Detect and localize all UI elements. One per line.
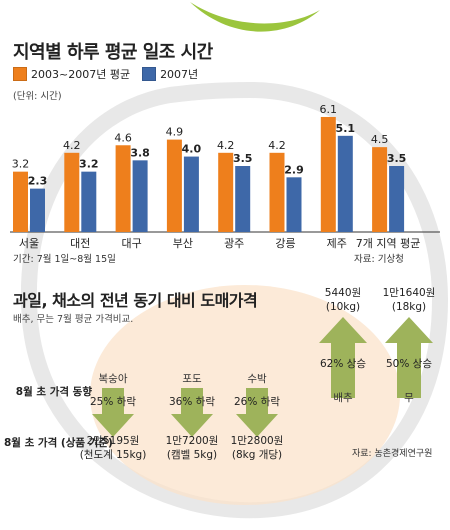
item-change-label: 25% 하락 bbox=[90, 396, 136, 408]
source-note: 자료: 기상청 bbox=[354, 254, 404, 265]
item-price: 1만1640원 bbox=[382, 287, 436, 299]
arrow-down-icon bbox=[92, 388, 134, 437]
item-name: 포도 bbox=[182, 373, 202, 385]
bar-value-label: 3.2 bbox=[79, 158, 99, 171]
bar-2007 bbox=[81, 171, 97, 232]
item-unit: (18kg) bbox=[391, 301, 427, 313]
bar-value-label: 3.2 bbox=[12, 158, 30, 171]
bar-value-label: 4.9 bbox=[166, 126, 184, 139]
legend-swatch-2007 bbox=[142, 67, 157, 81]
item-name: 무 bbox=[404, 392, 414, 404]
arrow-up-icon bbox=[319, 317, 367, 398]
price-section-subtitle: 배추, 무는 7월 평균 가격비교. bbox=[13, 314, 134, 325]
arrow-down-icon bbox=[236, 388, 278, 437]
chart-title: 지역별 하루 평균 일조 시간 bbox=[13, 42, 213, 63]
bar-2007 bbox=[235, 166, 251, 232]
bar-value-label: 4.2 bbox=[268, 139, 286, 152]
bar-average bbox=[269, 152, 285, 232]
bar-average bbox=[166, 139, 182, 232]
item-unit: (8kg 개당) bbox=[231, 449, 283, 461]
peach-outline bbox=[20, 81, 449, 519]
bar-value-label: 5.1 bbox=[336, 122, 356, 135]
x-tick-label: 제주 bbox=[327, 237, 347, 250]
item-name: 배추 bbox=[333, 392, 353, 404]
item-price: 2만5195원 bbox=[86, 435, 140, 447]
item-change-label: 26% 하락 bbox=[234, 396, 280, 408]
item-price: 1만2800원 bbox=[230, 435, 284, 447]
item-change-label: 36% 하락 bbox=[169, 396, 215, 408]
bar-value-label: 4.6 bbox=[114, 131, 132, 144]
legend-swatch-average bbox=[13, 67, 27, 81]
bar-value-label: 3.5 bbox=[387, 152, 407, 165]
item-unit: (10kg) bbox=[325, 301, 361, 313]
bar-2007 bbox=[389, 166, 405, 232]
bar-average bbox=[115, 145, 131, 232]
unit-label: (단위: 시간) bbox=[13, 91, 62, 102]
bar-value-label: 4.0 bbox=[182, 143, 202, 156]
price-section-title: 과일, 채소의 전년 동기 대비 도매가격 bbox=[13, 291, 258, 310]
item-change-label: 50% 상승 bbox=[386, 358, 432, 370]
leaf-icon bbox=[190, 2, 320, 32]
bar-value-label: 3.5 bbox=[233, 152, 253, 165]
bar-average bbox=[372, 147, 388, 232]
item-unit: (천도계 15kg) bbox=[79, 449, 147, 461]
x-tick-label: 7개 지역 평균 bbox=[356, 237, 421, 250]
x-tick-label: 대전 bbox=[70, 237, 90, 250]
item-change-label: 62% 상승 bbox=[320, 358, 366, 370]
bar-2007 bbox=[183, 156, 199, 232]
bar-2007 bbox=[337, 135, 353, 232]
x-tick-label: 서울 bbox=[19, 237, 39, 250]
price-change-arrows bbox=[92, 317, 433, 437]
item-price: 1만7200원 bbox=[165, 435, 219, 447]
x-tick-label: 광주 bbox=[224, 237, 244, 250]
bar-average bbox=[218, 152, 234, 232]
bar-2007 bbox=[30, 188, 45, 232]
bar-value-label: 2.3 bbox=[28, 175, 48, 188]
bar-value-label: 4.2 bbox=[63, 139, 81, 152]
bar-value-label: 3.8 bbox=[130, 146, 150, 159]
x-tick-label: 강릉 bbox=[275, 237, 295, 250]
bar-2007 bbox=[132, 160, 148, 232]
item-name: 수박 bbox=[247, 373, 267, 385]
row-label-trend: 8월 초 가격 동향 bbox=[15, 386, 92, 398]
price-source-note: 자료: 농촌경제연구원 bbox=[352, 449, 433, 459]
item-name: 복숭아 bbox=[98, 373, 128, 385]
arrow-down-icon bbox=[171, 388, 213, 437]
legend-label-2007: 2007년 bbox=[160, 68, 199, 81]
legend-label-average: 2003~2007년 평균 bbox=[31, 68, 131, 81]
bar-average bbox=[320, 116, 336, 232]
item-unit: (캠벨 5kg) bbox=[166, 449, 218, 461]
bar-value-label: 6.1 bbox=[320, 103, 338, 116]
item-price: 5440원 bbox=[324, 287, 362, 299]
bar-value-label: 4.2 bbox=[217, 139, 235, 152]
bar-average bbox=[13, 171, 28, 232]
bar-value-label: 4.5 bbox=[371, 133, 389, 146]
x-tick-label: 부산 bbox=[173, 237, 193, 250]
bar-2007 bbox=[286, 177, 302, 232]
sunshine-bar-chart: 3.22.3서울4.23.2대전4.63.8대구4.94.0부산4.23.5광주… bbox=[10, 103, 440, 250]
bar-value-label: 2.9 bbox=[284, 163, 304, 176]
chart-legend: 2003~2007년 평균 2007년 bbox=[13, 66, 198, 82]
x-tick-label: 대구 bbox=[121, 237, 141, 250]
bar-average bbox=[64, 152, 80, 232]
arrow-up-icon bbox=[385, 317, 433, 398]
period-note: 기간: 7월 1일~8월 15일 bbox=[13, 254, 116, 265]
